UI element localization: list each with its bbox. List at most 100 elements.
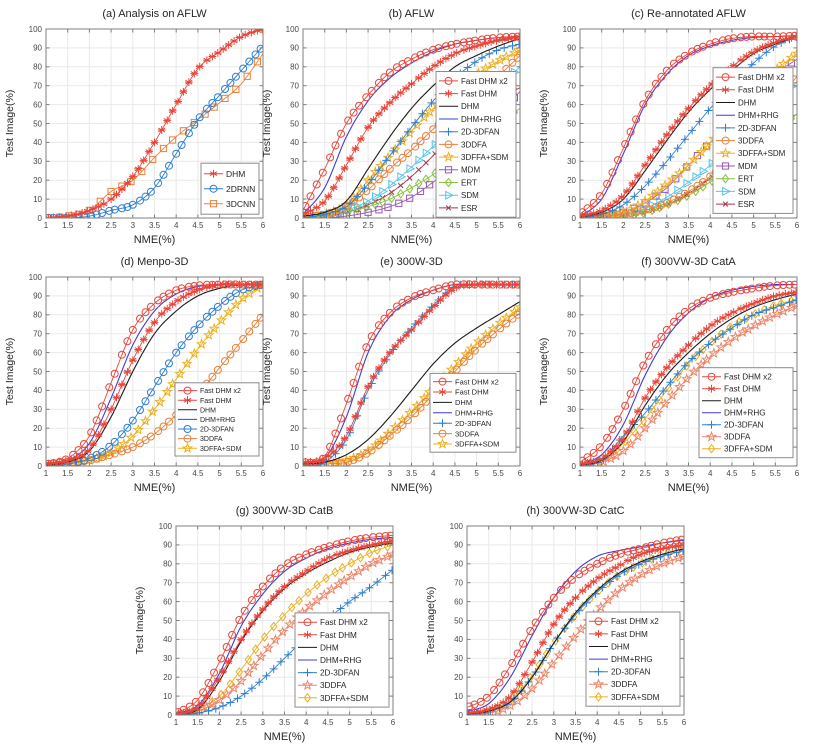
svg-text:DHM: DHM (611, 642, 630, 651)
legend: Fast DHM x2 Fast DHM DHM DHM+RHG 2D-3DFAN 3DD… (435, 71, 517, 218)
legend-item-3dffa-sdm: 3DFFA+SDM (702, 443, 773, 454)
svg-text:2.5: 2.5 (640, 469, 652, 478)
x-axis-label: NME(%) (134, 482, 176, 494)
series-2drnn (46, 44, 263, 218)
svg-text:3.5: 3.5 (149, 221, 161, 230)
axis-box (45, 276, 264, 467)
legend-item-2drnn: 2DRNN (204, 184, 255, 194)
svg-text:2: 2 (508, 718, 513, 727)
svg-text:DHM: DHM (738, 98, 757, 107)
svg-text:40: 40 (290, 138, 299, 147)
svg-text:2.5: 2.5 (106, 469, 118, 478)
legend-item-2d-3dfan: 2D-3DFAN (716, 124, 777, 133)
series-fast-dhm-x2 (467, 535, 684, 711)
y-axis-label: Test Image(%) (425, 587, 437, 655)
series-3ddfa (176, 548, 393, 715)
axis-box (175, 525, 394, 716)
svg-text:20: 20 (567, 176, 576, 185)
chart-title: (b) AFLW (389, 8, 435, 20)
svg-text:Fast DHM x2: Fast DHM x2 (611, 617, 659, 626)
svg-text:20: 20 (33, 176, 42, 185)
svg-text:100: 100 (563, 273, 577, 282)
svg-text:2.5: 2.5 (527, 718, 539, 727)
chart-canvas-a: 1 1.5 2 2.5 3 3.5 4 4.5 5 5.5 60102030405060708090… (4, 8, 266, 246)
svg-text:30: 30 (290, 157, 299, 166)
subplot-a: 1 1.5 2 2.5 3 3.5 4 4.5 5 5.5 6 0 10 20 30 40 50 60 70 80 90… (0, 0, 277, 249)
svg-text:0: 0 (168, 711, 173, 720)
legend-item-fast-dhm: Fast DHM (439, 90, 497, 99)
svg-text:3.5: 3.5 (683, 221, 695, 230)
legend-item-2d-3dfan: 2D-3DFAN (589, 668, 651, 677)
legend-item-ert: ERT (439, 177, 477, 188)
svg-text:70: 70 (567, 82, 576, 91)
tick-labels: 1 1.5 2 2.5 3 3.5 4 4.5 5 5.5 60102030405060708090… (159, 522, 396, 727)
legend: Fast DHM x2 Fast DHM DHM DHM+RHG 2D-3DFAN 3DD… (174, 382, 260, 457)
svg-text:4.5: 4.5 (449, 221, 461, 230)
svg-text:90: 90 (567, 292, 576, 301)
legend-item-fast-dhm-x2: Fast DHM x2 (702, 372, 772, 382)
svg-text:5: 5 (217, 221, 222, 230)
svg-text:90: 90 (33, 44, 42, 53)
svg-text:6: 6 (795, 469, 800, 478)
svg-text:90: 90 (290, 44, 299, 53)
svg-text:40: 40 (567, 386, 576, 395)
svg-text:50: 50 (454, 616, 463, 625)
svg-text:3DCNN: 3DCNN (226, 199, 255, 209)
svg-text:90: 90 (33, 292, 42, 301)
tick-labels: 1 1.5 2 2.5 3 3.5 4 4.5 5 5.5 60102030405060708090… (286, 25, 523, 230)
legend-item-ert: ERT (716, 173, 754, 184)
legend-item-dhm-rhg: DHM+RHG (716, 111, 779, 120)
svg-text:6: 6 (391, 718, 396, 727)
svg-text:Fast DHM x2: Fast DHM x2 (738, 73, 785, 82)
svg-text:5.5: 5.5 (770, 221, 782, 230)
svg-text:DHM+RHG: DHM+RHG (724, 409, 766, 418)
svg-text:3DDFA: 3DDFA (455, 429, 479, 438)
legend-item-3dffa-sdm: 3DFFA+SDM (298, 692, 369, 703)
svg-text:10: 10 (290, 443, 299, 452)
svg-text:20: 20 (290, 176, 299, 185)
legend-item-3ddfa: 3DDFA (589, 678, 638, 689)
svg-text:Fast DHM: Fast DHM (461, 90, 497, 99)
legend-item-2d-3dfan: 2D-3DFAN (702, 420, 764, 430)
svg-text:6: 6 (261, 221, 266, 230)
svg-text:3.5: 3.5 (570, 718, 582, 727)
svg-text:5: 5 (638, 718, 643, 727)
chart-canvas-g: 1 1.5 2 2.5 3 3.5 4 4.5 5 5.5 60102030405060708090… (134, 505, 396, 743)
svg-text:Fast DHM: Fast DHM (320, 631, 357, 640)
svg-text:Fast DHM x2: Fast DHM x2 (200, 388, 241, 395)
legend-item-3dffa-sdm: 3DFFA+SDM (439, 151, 509, 162)
svg-text:DHM+RHG: DHM+RHG (455, 409, 493, 418)
svg-text:50: 50 (33, 367, 42, 376)
svg-text:DHM+RHG: DHM+RHG (611, 655, 653, 664)
chart-canvas-d: 1 1.5 2 2.5 3 3.5 4 4.5 5 5.5 60102030405060708090… (4, 256, 266, 494)
svg-text:3DFFA+SDM: 3DFFA+SDM (320, 694, 369, 703)
svg-text:2DRNN: 2DRNN (226, 184, 255, 194)
svg-text:70: 70 (290, 82, 299, 91)
svg-text:5.5: 5.5 (770, 469, 782, 478)
svg-text:Fast DHM x2: Fast DHM x2 (455, 377, 499, 386)
series-fast-dhm-x2 (580, 31, 797, 217)
svg-text:6: 6 (682, 718, 687, 727)
svg-text:50: 50 (290, 119, 299, 128)
subplot-e: 1 1.5 2 2.5 3 3.5 4 4.5 5 5.5 6 0 10 20 30 40 50 60 70 80 90… (257, 248, 534, 497)
svg-text:80: 80 (290, 63, 299, 72)
svg-text:60: 60 (33, 348, 42, 357)
svg-text:90: 90 (567, 44, 576, 53)
svg-text:2D-3DFAN: 2D-3DFAN (320, 669, 360, 678)
axis-box (302, 276, 521, 467)
legend: DHM 2DRNN 3DCNN (200, 162, 260, 215)
svg-text:40: 40 (290, 386, 299, 395)
svg-text:5: 5 (474, 469, 479, 478)
svg-text:SDM: SDM (461, 191, 479, 200)
svg-text:80: 80 (567, 311, 576, 320)
svg-text:4.5: 4.5 (192, 221, 204, 230)
svg-text:40: 40 (33, 386, 42, 395)
legend-item-fast-dhm-x2: Fast DHM x2 (439, 77, 508, 86)
svg-text:3DFFA+SDM: 3DFFA+SDM (611, 693, 660, 702)
svg-text:1: 1 (578, 469, 583, 478)
svg-text:DHM+RHG: DHM+RHG (200, 417, 236, 424)
svg-text:10: 10 (567, 443, 576, 452)
svg-text:5.5: 5.5 (493, 221, 505, 230)
svg-text:DHM: DHM (320, 643, 339, 652)
svg-text:2: 2 (621, 469, 626, 478)
